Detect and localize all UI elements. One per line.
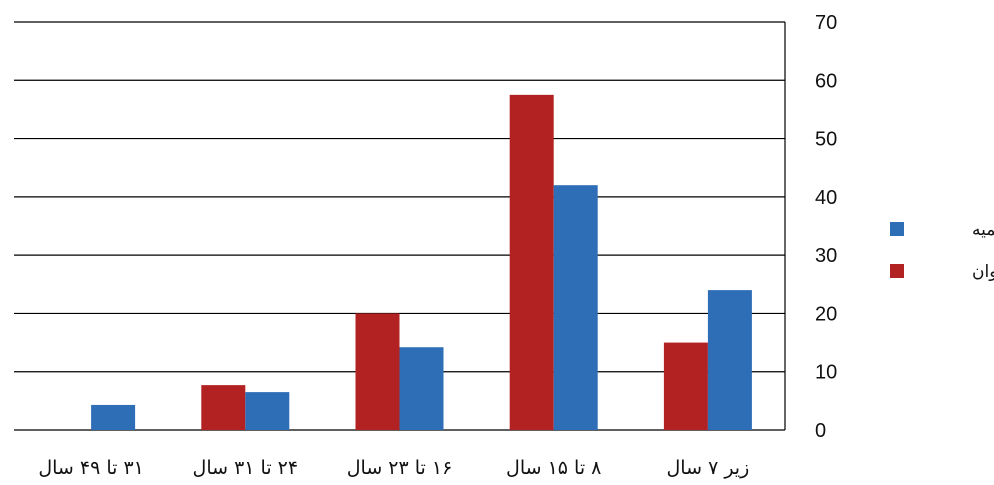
bar-ghaemiyeh [399, 347, 444, 430]
bar-vavan [355, 313, 400, 430]
x-category-label: زیر ۷ سال [667, 457, 750, 479]
bar-ghaemiyeh [553, 185, 598, 430]
x-category-label: ۳۱ تا ۴۹ سال [38, 457, 144, 479]
y-tick-label: 0 [815, 420, 826, 442]
x-axis-categories: زیر ۷ سال ۸ تا ۱۵ سال ۱۶ تا ۲۳ سال ۲۴ تا ۳۱… [38, 457, 749, 479]
bar-ghaemiyeh [707, 290, 752, 430]
y-tick-label: 10 [815, 362, 837, 384]
bar-ghaemiyeh [91, 404, 136, 430]
bar-vavan [201, 385, 246, 430]
legend-swatch [890, 222, 904, 236]
bar-ghaemiyeh [245, 392, 290, 430]
legend-swatch [890, 264, 904, 278]
legend-label: قائمیه [972, 220, 994, 240]
y-tick-label: 40 [815, 187, 837, 209]
bar-vavan [663, 342, 708, 430]
y-axis-ticks: 0 10 20 30 40 50 60 70 [815, 12, 837, 442]
y-tick-label: 20 [815, 303, 837, 325]
legend: قائمیه واوان [890, 220, 994, 282]
y-tick-label: 30 [815, 245, 837, 267]
bars [91, 94, 752, 430]
legend-label: واوان [972, 262, 994, 282]
y-tick-label: 70 [815, 12, 837, 34]
y-tick-label: 60 [815, 70, 837, 92]
x-category-label: ۸ تا ۱۵ سال [506, 457, 601, 479]
bar-vavan [509, 94, 554, 430]
x-category-label: ۲۴ تا ۳۱ سال [193, 457, 299, 479]
x-category-label: ۱۶ تا ۲۳ سال [347, 457, 453, 479]
y-tick-label: 50 [815, 129, 837, 151]
